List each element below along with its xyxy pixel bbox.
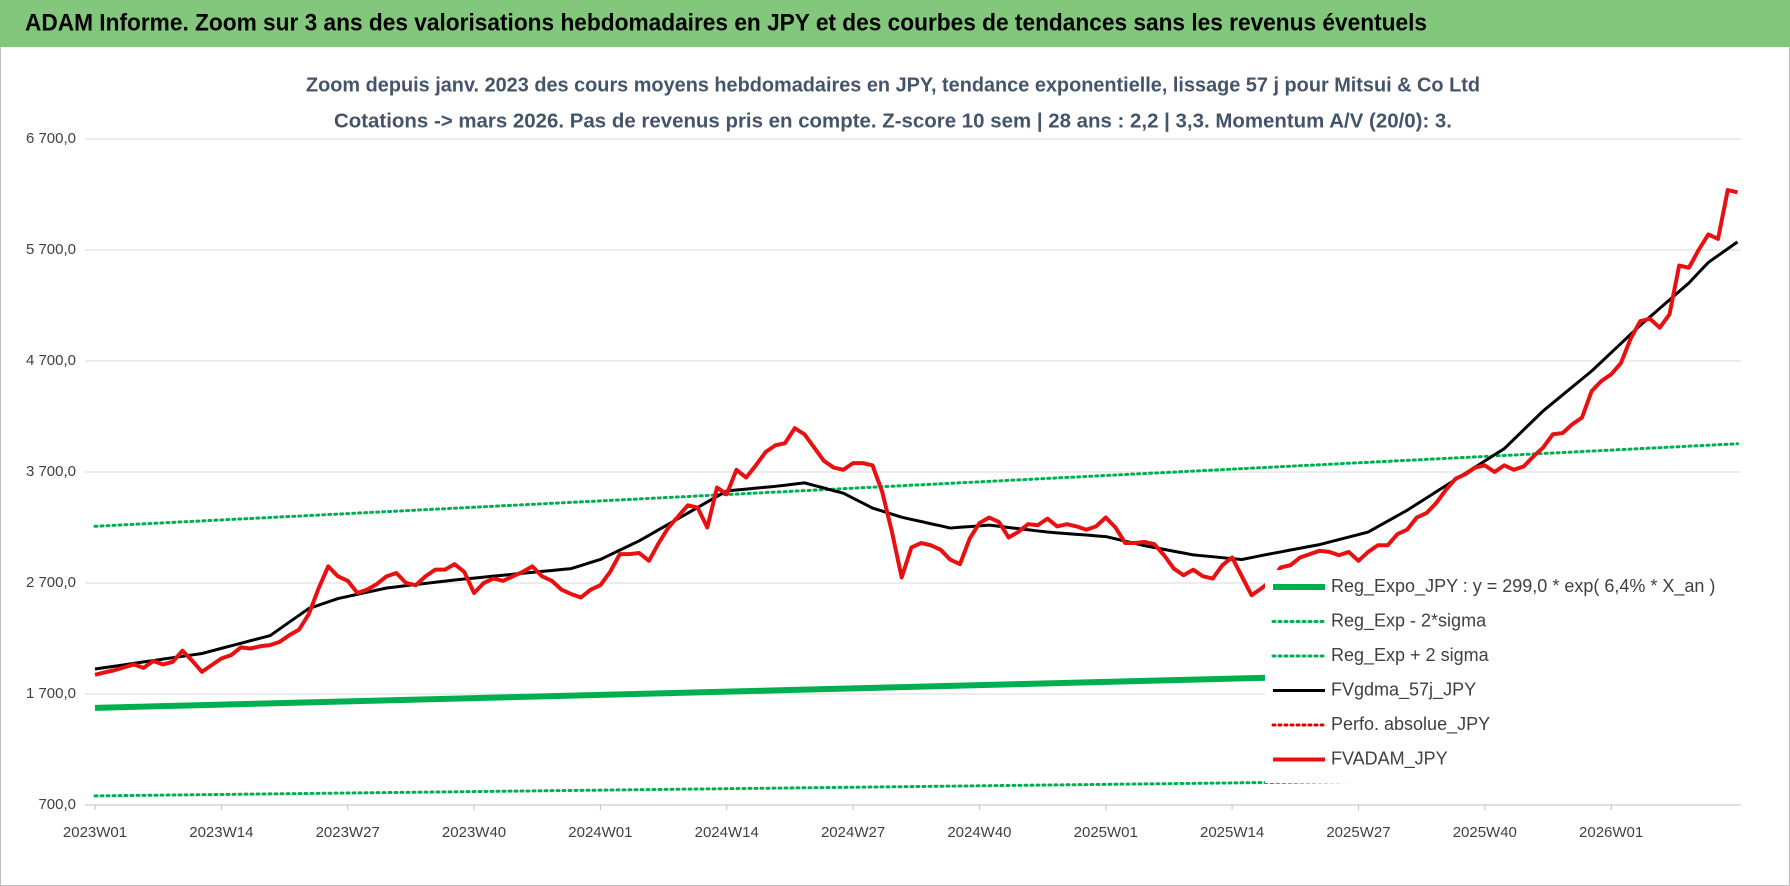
header-bar: [0, 0, 1790, 47]
x-tick-label: 2023W01: [63, 824, 127, 841]
x-tick-label: 2024W14: [695, 824, 759, 841]
legend-label: Perfo. absolue_JPY: [1331, 714, 1490, 735]
legend-label: Reg_Exp - 2*sigma: [1331, 610, 1487, 631]
x-tick-label: 2026W01: [1579, 824, 1643, 841]
chart-subtitle: Cotations -> mars 2026. Pas de revenus p…: [334, 110, 1452, 132]
chart-title: Zoom depuis janv. 2023 des cours moyens …: [306, 74, 1480, 96]
series-line: [94, 188, 1738, 677]
x-tick-label: 2024W40: [947, 824, 1011, 841]
y-tick-label: 700,0: [38, 796, 76, 813]
x-tick-label: 2023W27: [316, 824, 380, 841]
legend-label: Reg_Expo_JPY : y = 299,0 * exp( 6,4% * X…: [1331, 576, 1715, 597]
x-tick-label: 2023W14: [189, 824, 253, 841]
y-tick-label: 3 700,0: [26, 463, 76, 480]
x-tick-label: 2024W01: [568, 824, 632, 841]
y-tick-label: 4 700,0: [26, 352, 76, 369]
legend-label: FVADAM_JPY: [1331, 748, 1448, 769]
y-tick-label: 5 700,0: [26, 241, 76, 258]
legend-label: FVgdma_57j_JPY: [1331, 679, 1476, 700]
y-tick-label: 1 700,0: [26, 685, 76, 702]
x-tick-label: 2023W40: [442, 824, 506, 841]
header-title: ADAM Informe. Zoom sur 3 ans des valoris…: [25, 9, 1427, 36]
x-tick-label: 2025W01: [1074, 824, 1138, 841]
series-line: [93, 442, 1739, 528]
legend-label: Reg_Exp + 2 sigma: [1331, 645, 1490, 666]
y-tick-label: 6 700,0: [26, 130, 76, 147]
legend-box: [1265, 570, 1743, 783]
x-tick-label: 2025W27: [1326, 824, 1390, 841]
x-tick-label: 2024W27: [821, 824, 885, 841]
y-tick-label: 2 700,0: [26, 574, 76, 591]
legend: Reg_Expo_JPY : y = 299,0 * exp( 6,4% * X…: [1265, 570, 1743, 783]
x-tick-label: 2025W40: [1453, 824, 1517, 841]
x-tick-label: 2025W14: [1200, 824, 1264, 841]
